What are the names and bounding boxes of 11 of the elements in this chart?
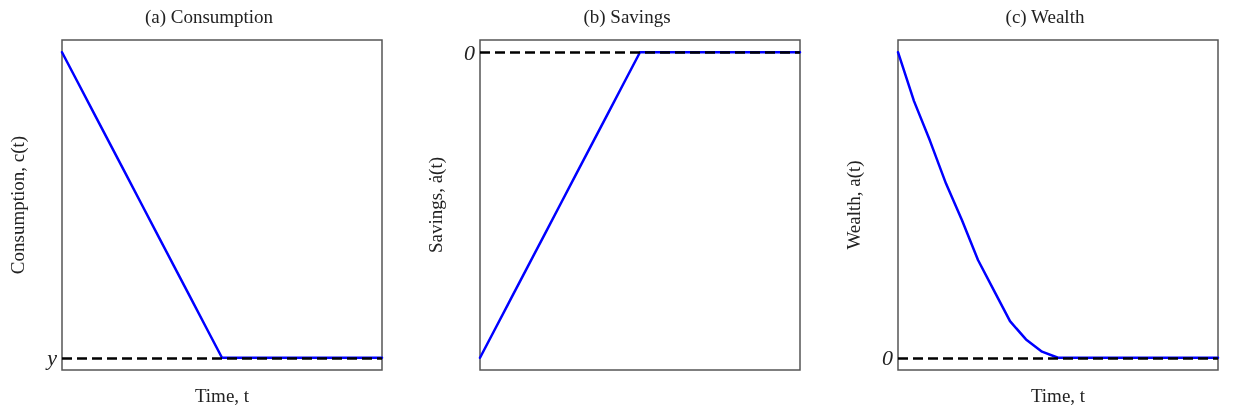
x-axis-title: Time, t [194, 385, 250, 406]
x-axis-title: Time, t [1030, 385, 1086, 406]
ref-line-label: y [45, 345, 58, 371]
y-axis-title: Savings, ȧ(t) [425, 156, 447, 254]
ref-line-label: 0 [464, 39, 475, 65]
chart-title: (a) Consumption [144, 6, 274, 28]
chart-title: (c) Wealth [1005, 6, 1085, 28]
chart-title: (b) Savings [583, 6, 671, 28]
y-axis-title: Consumption, c(t) [7, 135, 29, 275]
y-axis-title: Wealth, a(t) [843, 160, 865, 250]
ref-line-label: 0 [882, 345, 893, 371]
